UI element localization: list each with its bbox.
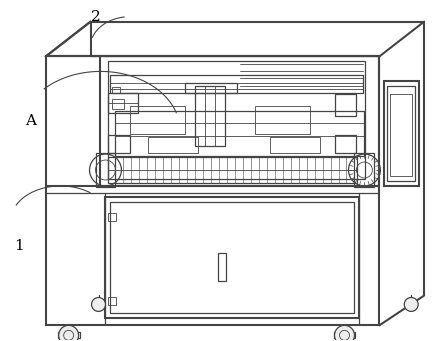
Bar: [334, 332, 355, 338]
Text: 2: 2: [91, 10, 101, 24]
Bar: [390, 94, 412, 176]
Bar: [113, 87, 120, 93]
Bar: [110, 75, 363, 93]
Bar: [58, 332, 80, 338]
Bar: [334, 135, 357, 153]
Bar: [385, 81, 419, 186]
Bar: [105, 197, 359, 318]
Bar: [113, 99, 124, 109]
Bar: [387, 86, 415, 181]
Bar: [109, 135, 130, 153]
Bar: [185, 83, 237, 93]
Circle shape: [404, 297, 418, 311]
Bar: [109, 297, 117, 306]
Bar: [96, 153, 116, 187]
Bar: [109, 61, 365, 179]
Bar: [46, 57, 379, 325]
Bar: [195, 86, 225, 146]
Bar: [255, 106, 310, 134]
Bar: [109, 93, 138, 113]
Bar: [109, 213, 117, 221]
Bar: [116, 111, 365, 156]
Bar: [148, 137, 198, 153]
Text: 1: 1: [14, 239, 24, 253]
Circle shape: [334, 325, 354, 341]
Bar: [109, 157, 358, 183]
Bar: [270, 137, 319, 153]
Bar: [130, 106, 185, 134]
Circle shape: [58, 325, 78, 341]
Bar: [354, 153, 374, 187]
Circle shape: [92, 297, 105, 311]
Bar: [110, 202, 354, 313]
Text: A: A: [25, 114, 36, 128]
Bar: [334, 94, 357, 116]
Bar: [218, 253, 226, 281]
